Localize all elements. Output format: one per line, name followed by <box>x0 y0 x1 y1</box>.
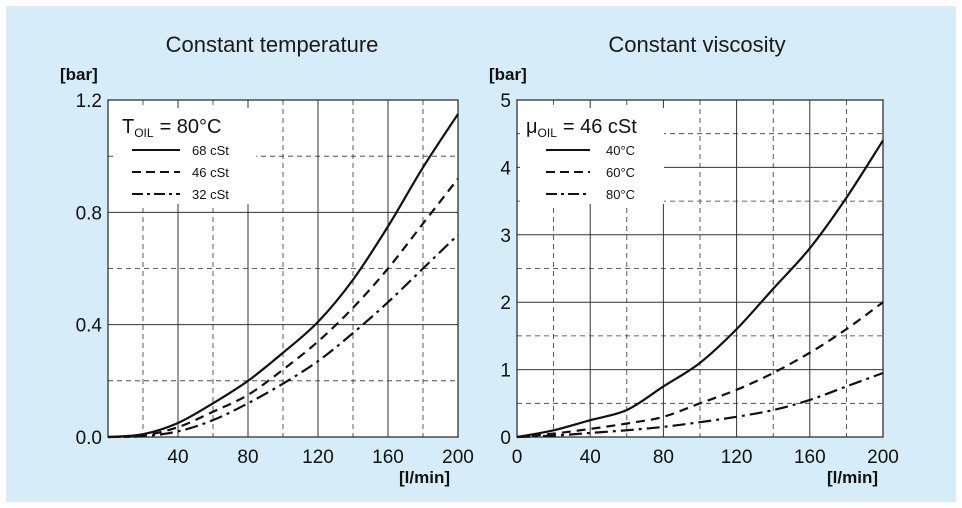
plot-border <box>107 99 459 438</box>
x-tick-label: 200 <box>867 447 899 468</box>
legend-box <box>116 108 256 204</box>
series-line-46cst <box>107 177 459 439</box>
y-tick-label: 3 <box>500 226 511 247</box>
x-tick-label: 40 <box>167 447 188 468</box>
x-tick-label: 0 <box>512 447 523 468</box>
series-line-60c <box>516 301 884 439</box>
series-line-32cst <box>107 234 459 439</box>
legend-title: TOIL = 80°C <box>122 116 222 140</box>
legend-item-label: 40°C <box>606 143 635 158</box>
x-axis-label: [l/min] <box>399 468 450 487</box>
legend-title: μOIL = 46 cSt <box>526 116 637 140</box>
chart-title: Constant viscosity <box>608 32 785 57</box>
legend-item-label: 46 cSt <box>192 165 229 180</box>
series-line-80c <box>516 371 884 439</box>
x-tick-label: 80 <box>237 447 258 468</box>
y-tick-label: 0.8 <box>76 203 102 224</box>
y-axis-label: [bar] <box>60 65 98 84</box>
constant-temperature-chart: Constant temperature [bar] [l/min] 40 80 120 1… <box>60 32 474 487</box>
plot-border <box>516 99 884 438</box>
legend-item-label: 60°C <box>606 165 635 180</box>
legend-item-label: 68 cSt <box>192 143 229 158</box>
y-tick-label: 0.4 <box>76 316 103 337</box>
legend-item-label: 80°C <box>606 187 635 202</box>
x-tick-label: 40 <box>580 447 601 468</box>
chart-title: Constant temperature <box>166 32 379 57</box>
y-tick-label: 1 <box>500 361 511 382</box>
legend-box <box>520 108 664 204</box>
series-line-40c <box>516 139 884 439</box>
x-tick-label: 80 <box>653 447 674 468</box>
x-axis-label: [l/min] <box>827 468 878 487</box>
x-tick-label: 160 <box>372 447 404 468</box>
y-tick-label: 1.2 <box>76 91 102 112</box>
x-tick-label: 120 <box>721 447 753 468</box>
y-axis-label: [bar] <box>489 65 527 84</box>
y-tick-label: 4 <box>500 158 511 179</box>
y-tick-label: 5 <box>500 91 511 112</box>
y-tick-label: 2 <box>500 293 511 314</box>
y-tick-label: 0.0 <box>76 428 102 449</box>
legend-item-label: 32 cSt <box>192 187 229 202</box>
series-line-68cst <box>107 113 459 439</box>
x-tick-label: 120 <box>302 447 334 468</box>
x-tick-label: 200 <box>442 447 474 468</box>
x-tick-label: 160 <box>794 447 826 468</box>
y-tick-label: 0 <box>500 428 511 449</box>
constant-viscosity-chart: Constant viscosity[bar][l/min]0 40 80 120 16… <box>489 32 899 487</box>
